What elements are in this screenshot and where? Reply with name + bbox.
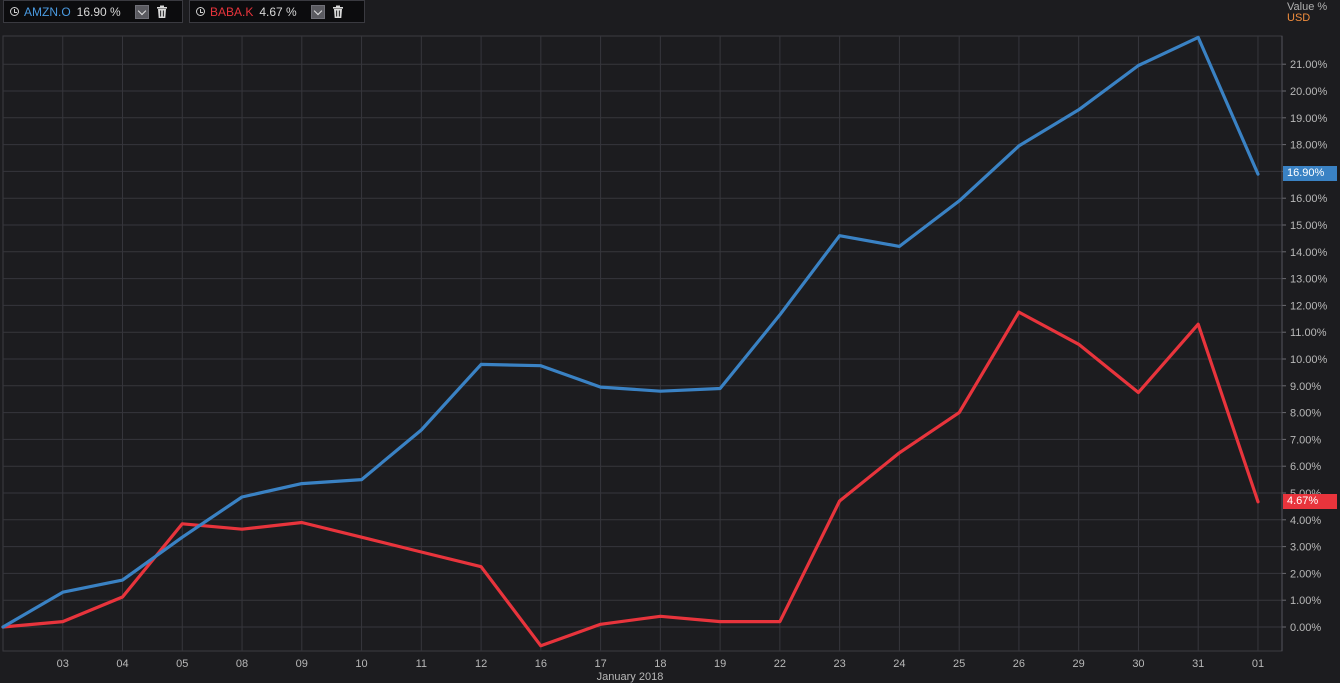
legend-baba-symbol: BABA.K — [210, 4, 254, 19]
x-tick-label: 10 — [355, 658, 367, 670]
x-tick-label: 18 — [654, 658, 666, 670]
x-tick-label: 05 — [176, 658, 188, 670]
x-tick-label: 04 — [116, 658, 128, 670]
y-tick-label: 4.00% — [1290, 515, 1321, 527]
y-tick-label: 1.00% — [1290, 595, 1321, 607]
x-tick-label: 30 — [1132, 658, 1144, 670]
x-tick-label: 24 — [893, 658, 905, 670]
x-tick-label: 26 — [1013, 658, 1025, 670]
trash-icon[interactable] — [155, 5, 169, 19]
y-axis-header: Value % — [1287, 1, 1328, 13]
y-tick-label: 15.00% — [1290, 220, 1328, 232]
y-tick-label: 19.00% — [1290, 113, 1328, 125]
clock-icon — [196, 7, 205, 16]
legend-amzn-value: 16.90 % — [76, 4, 121, 19]
y-tick-label: 11.00% — [1290, 327, 1327, 339]
series-line-baba-k — [1, 310, 1260, 648]
clock-icon — [10, 7, 19, 16]
y-tick-label: 8.00% — [1290, 408, 1321, 420]
trash-icon[interactable] — [331, 5, 345, 19]
legend-baba[interactable]: BABA.K 4.67 % — [189, 0, 365, 23]
legend-amzn-symbol: AMZN.O — [24, 4, 71, 19]
series-line-amzn-o — [1, 35, 1260, 629]
y-tick-label: 20.00% — [1290, 86, 1328, 98]
x-tick-label: 25 — [953, 658, 965, 670]
y-tick-label: 3.00% — [1290, 542, 1321, 554]
x-axis: 03 04 05 08 09 10 11 12 16 17 18 19 22 23 24 25 26 29 30 31… — [57, 658, 1264, 683]
x-tick-label: 17 — [594, 658, 606, 670]
y-tick-label: 12.00% — [1290, 300, 1328, 312]
amzn-end-value-tag: 16.90% — [1283, 166, 1337, 181]
x-tick-label: 12 — [475, 658, 487, 670]
x-tick-label: 29 — [1073, 658, 1085, 670]
x-tick-label: 22 — [774, 658, 786, 670]
y-tick-label: 9.00% — [1290, 381, 1321, 393]
y-tick-label: 2.00% — [1290, 568, 1321, 580]
y-tick-label: 16.00% — [1290, 193, 1328, 205]
y-tick-label: 0.00% — [1290, 622, 1321, 634]
chevron-down-icon[interactable] — [134, 4, 149, 19]
series-lines — [1, 35, 1260, 648]
y-tick-label: 18.00% — [1290, 140, 1328, 152]
x-tick-label: 01 — [1252, 658, 1264, 670]
y-tick-label: 13.00% — [1290, 274, 1328, 286]
plot-frame — [2, 35, 1283, 652]
y-axis-currency: USD — [1287, 12, 1311, 24]
x-axis-month-label: January 2018 — [597, 671, 664, 683]
y-tick-label: 6.00% — [1290, 461, 1321, 473]
x-tick-label: 19 — [714, 658, 726, 670]
x-tick-label: 23 — [834, 658, 846, 670]
y-axis: 0.00%1.00%2.00%3.00%4.00%5.00%6.00%7.00%… — [1281, 36, 1328, 651]
y-tick-label: 10.00% — [1290, 354, 1328, 366]
y-tick-label: 21.00% — [1290, 59, 1328, 71]
grid — [2, 35, 1283, 652]
chevron-down-icon[interactable] — [310, 4, 325, 19]
x-tick-label: 03 — [57, 658, 69, 670]
legend-baba-value: 4.67 % — [259, 4, 297, 19]
x-tick-label: 08 — [236, 658, 248, 670]
x-tick-label: 11 — [416, 658, 427, 670]
x-tick-label: 31 — [1192, 658, 1204, 670]
y-tick-label: 14.00% — [1290, 247, 1328, 259]
legend-amzn[interactable]: AMZN.O 16.90 % — [3, 0, 183, 23]
x-tick-label: 09 — [296, 658, 308, 670]
baba-end-value-tag: 4.67% — [1283, 494, 1337, 509]
x-tick-label: 16 — [535, 658, 547, 670]
y-tick-label: 7.00% — [1290, 434, 1321, 446]
